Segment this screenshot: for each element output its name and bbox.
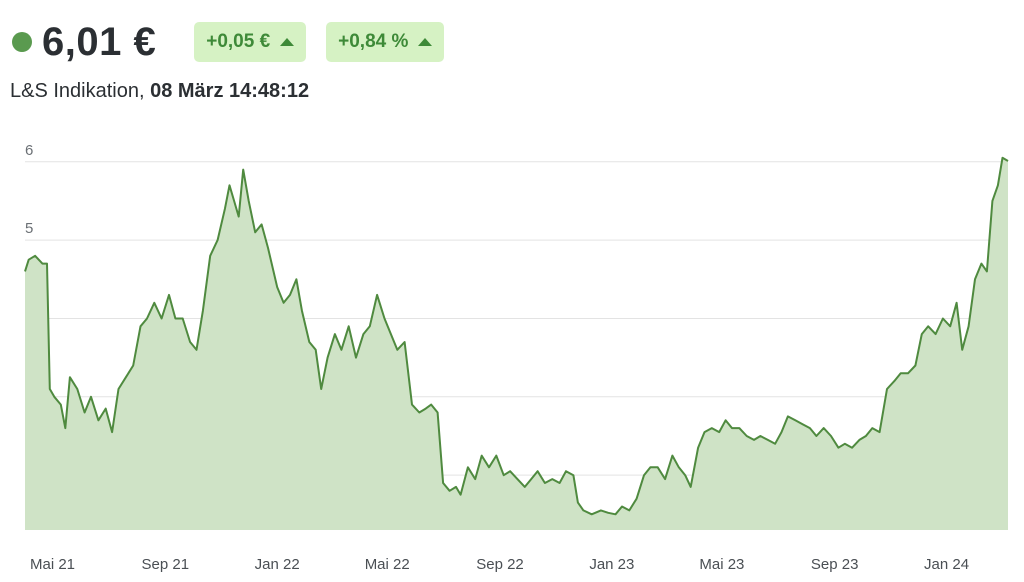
- x-tick-label: Sep 21: [142, 556, 190, 573]
- x-tick-label: Sep 23: [811, 556, 859, 573]
- y-tick-label: 5: [25, 220, 33, 237]
- live-status-dot: [12, 32, 32, 52]
- triangle-up-icon: [280, 38, 295, 46]
- x-axis-ticks: Mai 21 Sep 21 Jan 22 Mai 22 Sep 22 Jan 23 Mai …: [30, 556, 969, 573]
- triangle-up-icon: [418, 38, 433, 46]
- quote-source-line: L&S Indikation, 08 März 14:48:12: [10, 80, 309, 103]
- quote-source: L&S Indikation,: [10, 80, 145, 102]
- price-line: [24, 156, 1009, 516]
- change-absolute-value: +0,05 €: [206, 31, 271, 52]
- x-tick-label: Jan 23: [589, 556, 634, 573]
- change-percent-value: +0,84 %: [338, 31, 409, 52]
- x-tick-label: Mai 22: [365, 556, 410, 573]
- x-tick-label: Jan 22: [255, 556, 300, 573]
- x-tick-label: Mai 23: [699, 556, 744, 573]
- x-tick-label: Jan 24: [924, 556, 969, 573]
- quote-timestamp: 08 März 14:48:12: [150, 80, 310, 102]
- current-price: 6,01 €: [42, 19, 157, 64]
- x-tick-label: Sep 22: [476, 556, 524, 573]
- change-absolute-badge: +0,05 €: [194, 22, 307, 62]
- y-tick-label: 6: [25, 142, 33, 159]
- price-area-fill: [25, 157, 1008, 531]
- change-percent-badge: +0,84 %: [326, 22, 445, 62]
- quote-header: 6,01 € +0,05 € +0,84 %: [12, 14, 464, 70]
- x-tick-label: Mai 21: [30, 556, 75, 573]
